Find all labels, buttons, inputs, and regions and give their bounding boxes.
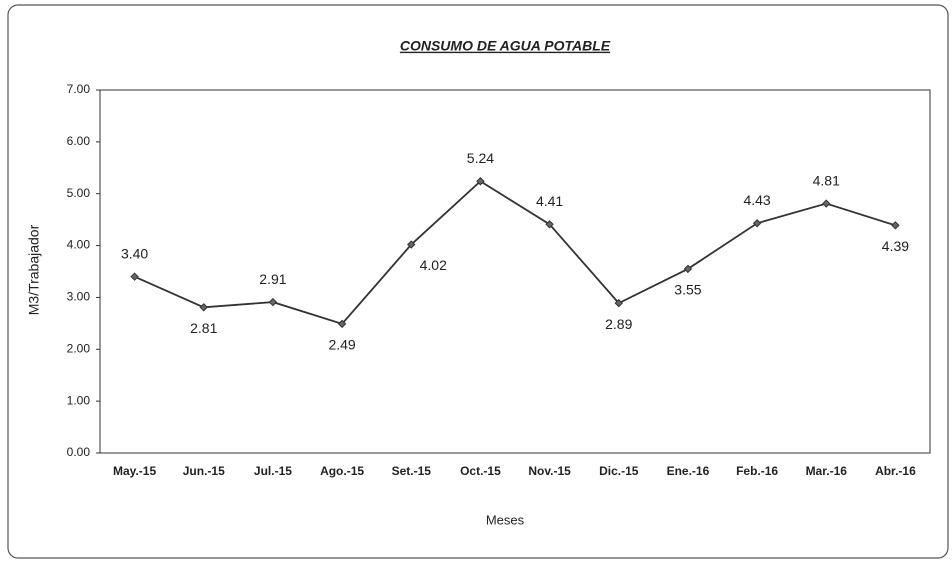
x-tick-label: Ene.-16 (667, 464, 710, 478)
y-tick-label: 4.00 (67, 238, 91, 252)
data-label: 2.49 (328, 337, 355, 353)
x-tick-label: May.-15 (113, 464, 156, 478)
y-tick-label: 0.00 (67, 445, 91, 459)
y-tick-label: 2.00 (67, 341, 91, 355)
data-point (268, 297, 278, 307)
chart-frame (7, 4, 949, 559)
chart-title: CONSUMO DE AGUA POTABLE (400, 38, 611, 54)
x-axis-label: Meses (486, 512, 525, 527)
data-label: 4.39 (882, 238, 909, 254)
y-tick-label: 1.00 (67, 393, 91, 407)
y-tick-label: 5.00 (67, 186, 91, 200)
data-point (683, 264, 693, 274)
data-label: 5.24 (467, 150, 494, 166)
data-point (891, 221, 900, 230)
data-label: 4.02 (420, 257, 447, 273)
x-tick-label: Feb.-16 (736, 464, 778, 478)
x-tick-label: Nov.-15 (528, 464, 571, 478)
data-point (545, 220, 554, 229)
x-tick-label: Oct.-15 (460, 464, 501, 478)
plot-area (99, 89, 931, 454)
data-point (822, 199, 831, 208)
x-tick-label: Set.-15 (392, 464, 432, 478)
x-tick-label: Mar.-16 (806, 464, 848, 478)
data-point (337, 319, 347, 329)
data-label: 4.43 (743, 192, 770, 208)
data-point (407, 240, 416, 249)
y-axis-label: M3/Trabajador (26, 224, 42, 315)
data-line (134, 180, 896, 325)
data-point (752, 219, 762, 228)
y-tick-label: 3.00 (67, 290, 91, 304)
x-tick-label: Jun.-15 (183, 464, 225, 478)
data-point (614, 298, 623, 308)
data-point (199, 303, 208, 312)
data-label: 2.89 (605, 316, 632, 332)
data-point (130, 272, 139, 281)
x-tick-label: Ago.-15 (320, 464, 364, 478)
data-label: 3.55 (674, 282, 701, 298)
x-tick-label: Dic.-15 (599, 464, 639, 478)
data-label: 2.81 (190, 320, 217, 336)
x-tick-label: Jul.-15 (254, 464, 292, 478)
data-point (476, 177, 485, 186)
y-tick-label: 7.00 (67, 82, 91, 96)
data-label: 2.91 (259, 271, 286, 287)
x-tick-label: Abr.-16 (875, 464, 916, 478)
data-label: 4.81 (813, 172, 840, 188)
y-tick-label: 6.00 (67, 134, 91, 148)
data-label: 3.40 (121, 245, 148, 261)
data-label: 4.41 (536, 193, 563, 209)
